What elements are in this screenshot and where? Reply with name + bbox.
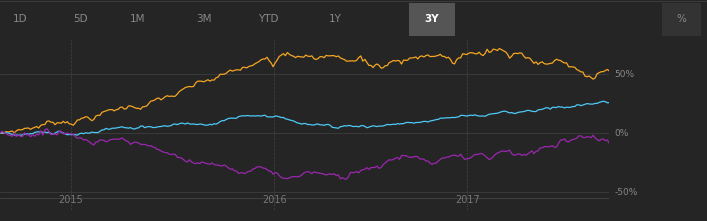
Text: 5D: 5D: [74, 14, 88, 24]
Text: 1D: 1D: [13, 14, 28, 24]
Text: 2016: 2016: [262, 195, 286, 205]
Text: 2015: 2015: [59, 195, 83, 205]
Text: 1M: 1M: [129, 14, 145, 24]
FancyBboxPatch shape: [662, 3, 701, 36]
Text: %: %: [676, 14, 686, 24]
Text: -50%: -50%: [614, 188, 638, 197]
Text: 50%: 50%: [614, 70, 634, 79]
Text: 2017: 2017: [455, 195, 479, 205]
Text: 1Y: 1Y: [329, 14, 341, 24]
Text: 3M: 3M: [197, 14, 212, 24]
Text: YTD: YTD: [258, 14, 278, 24]
FancyBboxPatch shape: [409, 3, 455, 36]
Text: 0%: 0%: [614, 129, 629, 138]
Text: 3Y: 3Y: [425, 14, 439, 24]
